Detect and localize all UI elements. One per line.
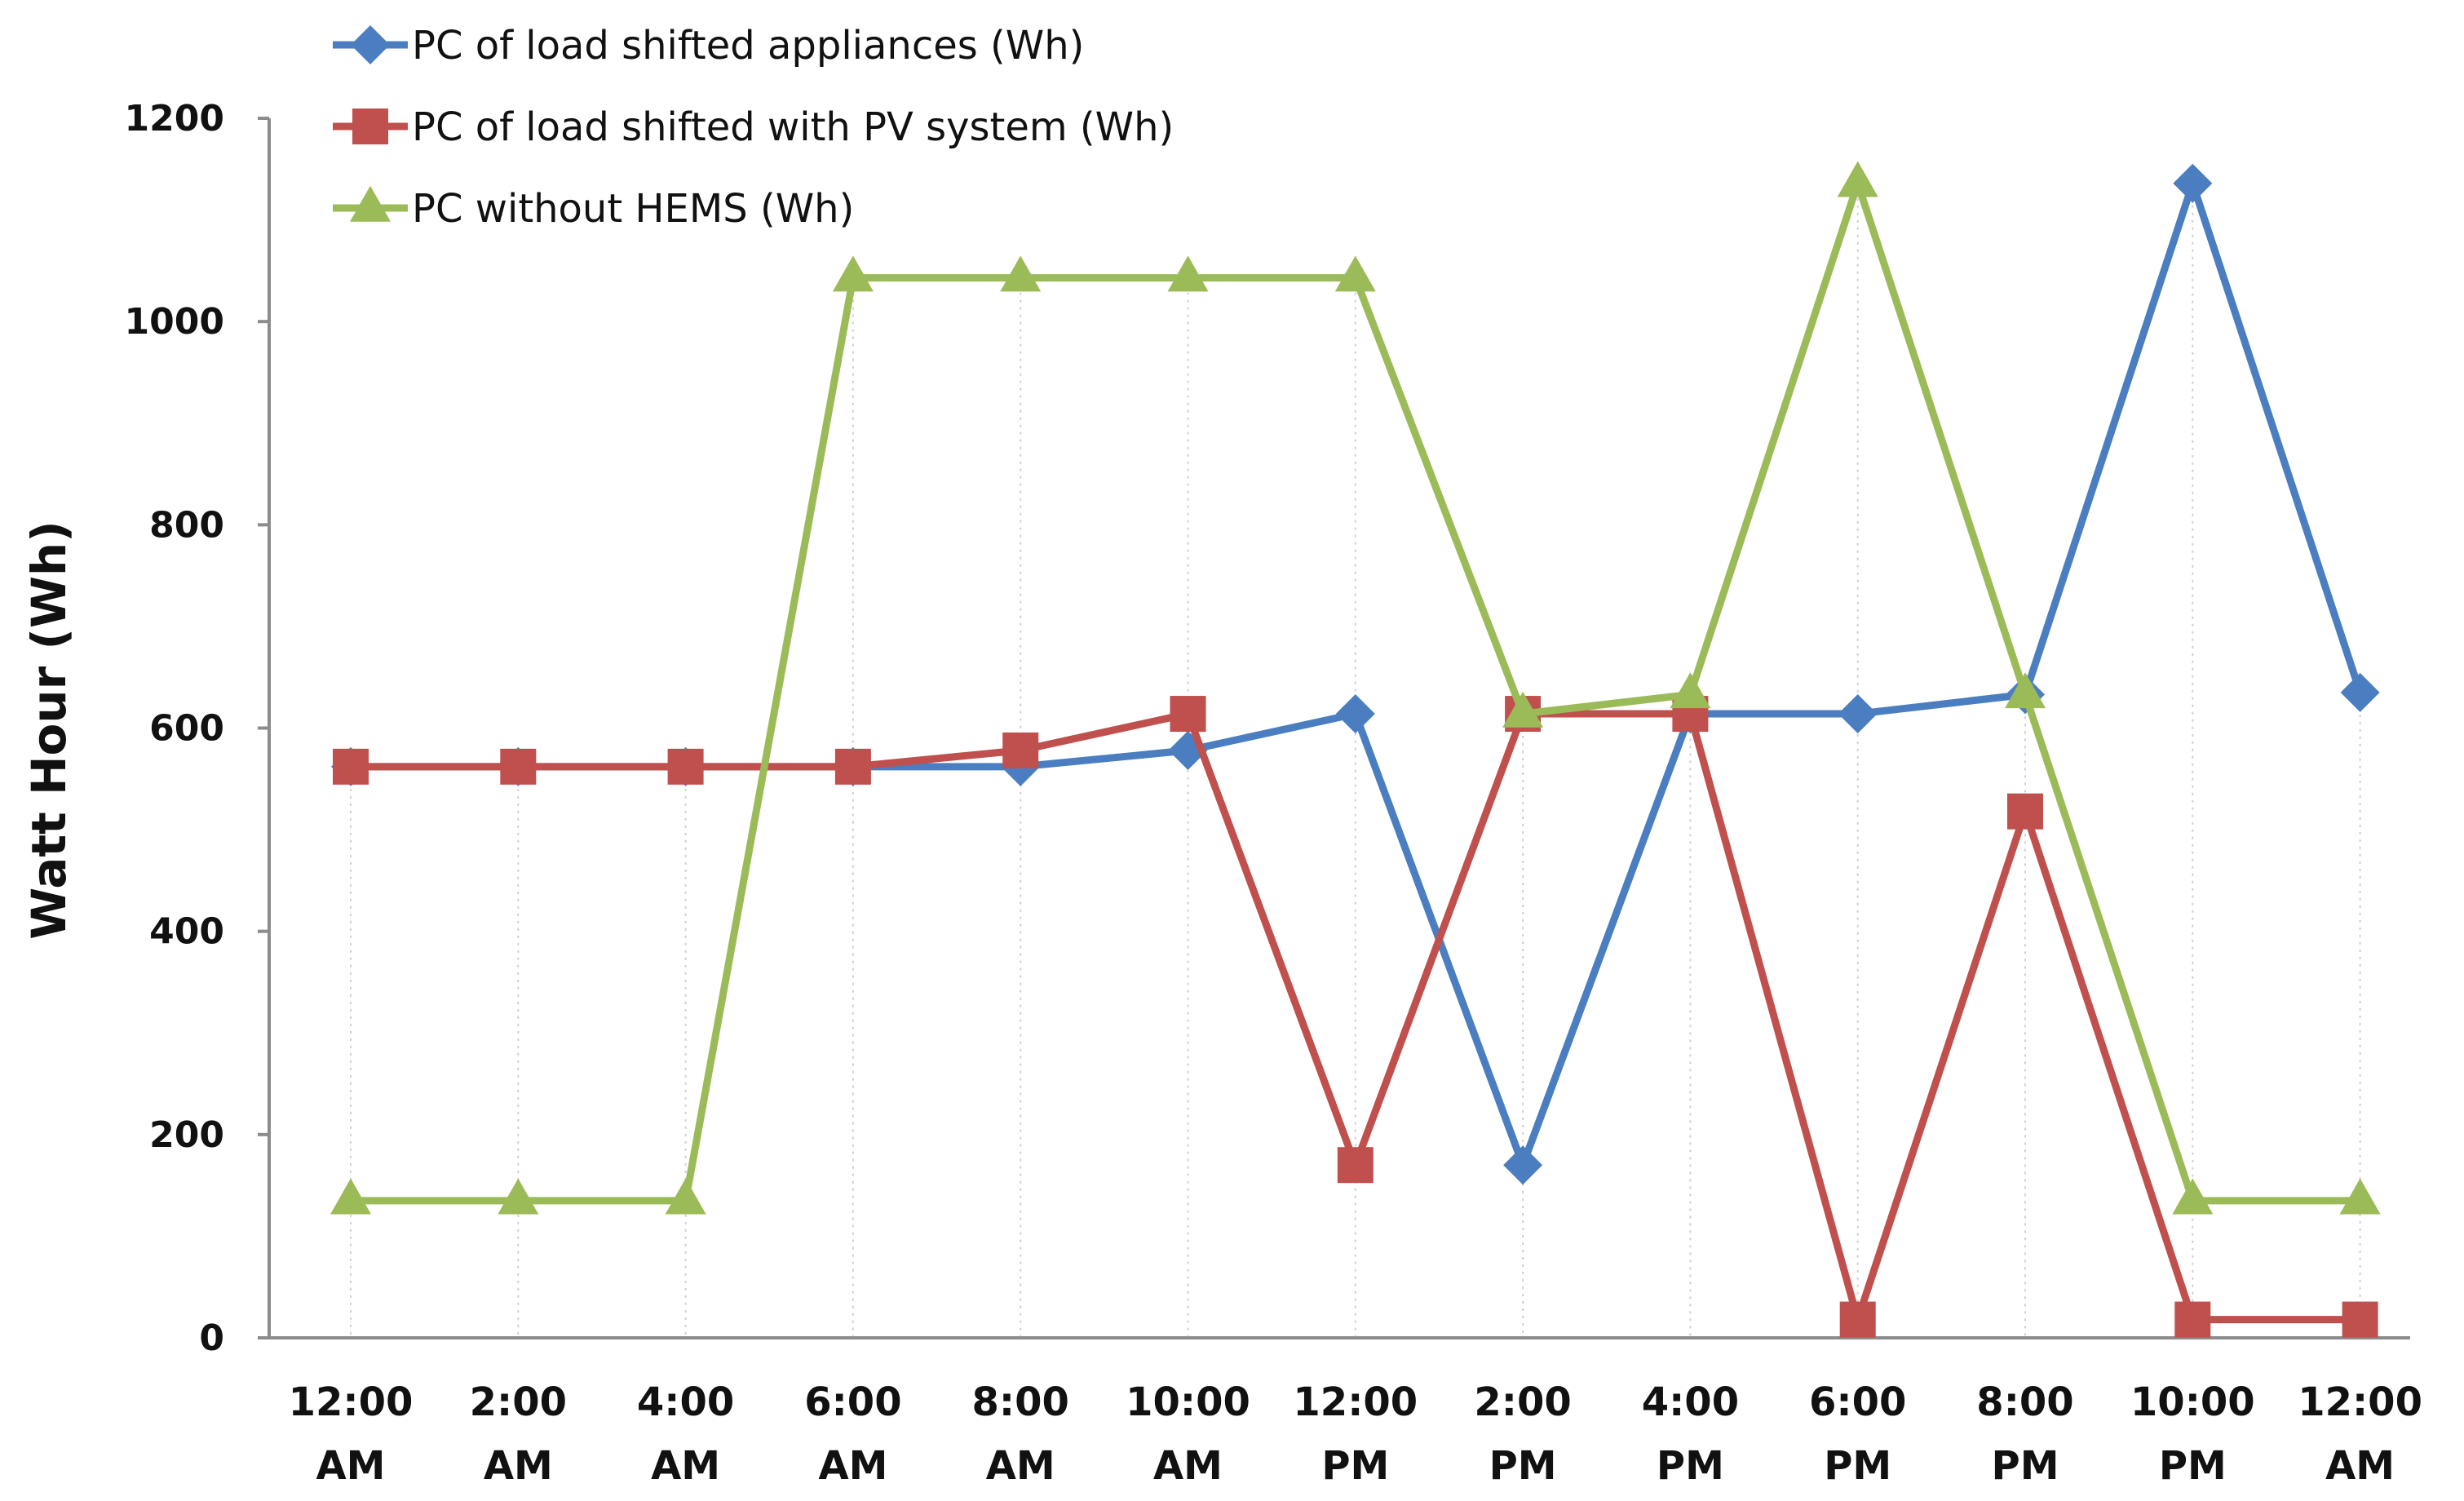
x-tick-label: 8:00 PM xyxy=(1976,1379,2073,1489)
legend-label: PC without HEMS (Wh) xyxy=(412,186,854,232)
triangle-data-point xyxy=(1670,672,1711,709)
square-data-point xyxy=(1002,732,1039,768)
triangle-data-point xyxy=(2339,1178,2381,1215)
triangle-data-point xyxy=(2172,1178,2214,1215)
square-data-point xyxy=(667,748,704,785)
series-layer xyxy=(330,161,2381,1338)
series-triangle xyxy=(330,161,2381,1215)
legend: PC of load shifted appliances (Wh) PC of … xyxy=(333,23,1174,232)
x-tick-label: 2:00 AM xyxy=(470,1379,567,1489)
x-tick-label: 8:00 AM xyxy=(972,1379,1069,1489)
x-tick-label: 4:00 AM xyxy=(637,1379,734,1489)
series-square xyxy=(333,696,2378,1338)
square-data-point xyxy=(500,748,537,785)
diamond-data-point xyxy=(1335,694,1375,734)
y-tick-label: 400 xyxy=(149,911,224,953)
triangle-data-point xyxy=(1334,255,1376,292)
y-tick-label: 200 xyxy=(149,1114,224,1156)
triangle-data-point xyxy=(1167,255,1209,292)
square-data-point xyxy=(1170,696,1206,733)
square-data-point xyxy=(2007,793,2043,830)
grid-lines xyxy=(350,183,2361,1338)
y-tick-labels: 0 200 400 600 800 1000 1200 xyxy=(125,98,224,1359)
legend-label: PC of load shifted with PV system (Wh) xyxy=(412,104,1174,150)
diamond-data-point xyxy=(1838,694,1878,734)
y-tick-label: 600 xyxy=(149,708,224,750)
square-data-point xyxy=(2342,1301,2378,1338)
series-line xyxy=(351,179,2360,1205)
square-data-point xyxy=(333,748,369,785)
y-axis-label: Watt Hour (Wh) xyxy=(21,520,77,939)
legend-square-icon xyxy=(352,108,388,144)
square-data-point xyxy=(1337,1147,1374,1184)
y-tick-label: 1200 xyxy=(125,98,224,139)
legend-label: PC of load shifted appliances (Wh) xyxy=(412,23,1084,69)
x-tick-label: 12:00 AM xyxy=(2298,1379,2422,1489)
square-data-point xyxy=(2174,1301,2211,1338)
x-tick-label: 10:00 AM xyxy=(1126,1379,1250,1489)
triangle-data-point xyxy=(665,1178,706,1215)
square-data-point xyxy=(834,748,871,785)
legend-item: PC of load shifted appliances (Wh) xyxy=(333,23,1084,69)
x-tick-label: 10:00 PM xyxy=(2130,1379,2255,1489)
triangle-data-point xyxy=(1837,161,1878,197)
triangle-data-point xyxy=(1000,255,1042,292)
x-tick-label: 6:00 AM xyxy=(804,1379,901,1489)
y-tick-label: 1000 xyxy=(125,301,224,343)
triangle-data-point xyxy=(330,1178,371,1215)
axes xyxy=(258,117,2410,1339)
x-tick-label: 12:00 AM xyxy=(289,1379,414,1489)
diamond-data-point xyxy=(1503,1145,1543,1185)
triangle-data-point xyxy=(2005,672,2046,709)
square-data-point xyxy=(1839,1301,1876,1338)
triangle-data-point xyxy=(832,255,874,292)
x-tick-labels: 12:00 AM 2:00 AM 4:00 AM 6:00 AM 8:00 AM 10:00 AM 12… xyxy=(289,1379,2422,1489)
legend-item: PC without HEMS (Wh) xyxy=(333,185,854,232)
y-tick-label: 800 xyxy=(149,504,224,546)
diamond-data-point xyxy=(2340,672,2380,712)
x-tick-label: 12:00 PM xyxy=(1293,1379,1418,1489)
x-tick-label: 6:00 PM xyxy=(1809,1379,1906,1489)
triangle-data-point xyxy=(1502,691,1544,728)
legend-diamond-icon xyxy=(351,25,390,64)
x-tick-label: 2:00 PM xyxy=(1474,1379,1571,1489)
legend-triangle-icon xyxy=(350,185,391,222)
legend-item: PC of load shifted with PV system (Wh) xyxy=(333,104,1174,150)
y-tick-label: 0 xyxy=(199,1317,224,1359)
diamond-data-point xyxy=(2173,163,2213,203)
triangle-data-point xyxy=(498,1178,539,1215)
x-tick-label: 4:00 PM xyxy=(1642,1379,1739,1489)
